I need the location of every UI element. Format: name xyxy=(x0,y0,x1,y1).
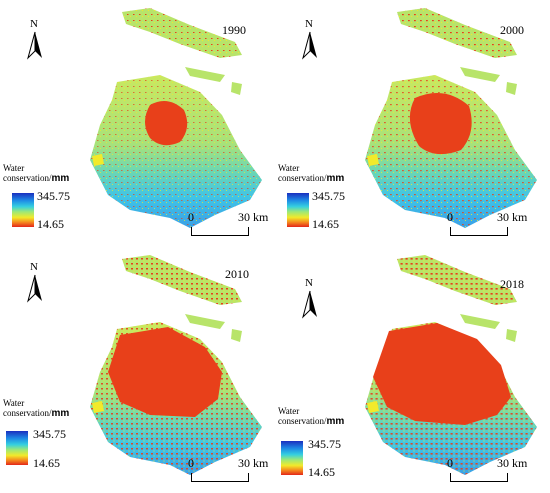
map-panel-2018: N 2018 Water conservation/mm 345.75 14.6… xyxy=(275,247,550,493)
legend-title: Water conservation/mm xyxy=(3,163,69,184)
changxing-island xyxy=(185,67,225,82)
north-arrow-icon xyxy=(302,31,317,60)
north-arrow-icon xyxy=(27,31,42,60)
scale-bar xyxy=(450,227,508,236)
legend-color-bar xyxy=(287,193,309,227)
legend-title: Water conservation/mm xyxy=(278,163,344,184)
scale-zero-label: 0 xyxy=(447,210,453,224)
shanghai-map xyxy=(365,255,537,475)
north-label: N xyxy=(305,18,313,30)
map-panel-2000: N 2000 Water conservation/mm 345.75 14.6… xyxy=(275,0,550,246)
scale-zero-label: 0 xyxy=(188,456,194,470)
legend-unit: mm xyxy=(326,416,345,427)
shanghai-map xyxy=(90,255,262,475)
map-panel-1990: N 1990 Water conservation/mm 345.75 14.6… xyxy=(0,0,275,246)
north-arrow: N xyxy=(300,18,320,60)
legend-max-value: 345.75 xyxy=(308,437,341,451)
scale-max-label: 30 km xyxy=(238,210,269,224)
scale-max-label: 30 km xyxy=(238,456,269,470)
map-panel-2010: N 2010 Water conservation/mm 345.75 14.6… xyxy=(0,247,275,493)
legend-title-line1: Water xyxy=(3,398,25,408)
year-label: 1990 xyxy=(222,23,246,37)
legend-min-value: 14.65 xyxy=(37,217,64,231)
legend-title-line1: Water xyxy=(278,163,300,173)
legend-color-bar xyxy=(6,431,28,465)
legend-title-line2: conservation/ xyxy=(3,173,52,183)
scale-bar xyxy=(191,227,249,236)
legend-title-line2: conservation/ xyxy=(278,416,327,426)
legend-title: Water conservation/mm xyxy=(278,406,344,427)
legend-min-value: 14.65 xyxy=(312,217,339,231)
north-arrow: N xyxy=(300,277,320,319)
north-arrow-icon xyxy=(302,290,317,319)
legend-max-value: 345.75 xyxy=(312,189,345,203)
legend-title-line1: Water xyxy=(278,406,300,416)
north-label: N xyxy=(30,18,38,30)
scale-zero-label: 0 xyxy=(188,210,194,224)
legend-title-line2: conservation/ xyxy=(278,173,327,183)
scale-bar xyxy=(191,473,249,482)
legend-max-value: 345.75 xyxy=(37,189,70,203)
hengsha-island xyxy=(231,82,242,95)
scale-bar xyxy=(450,473,508,482)
north-arrow-icon xyxy=(27,274,42,303)
north-arrow: N xyxy=(25,18,45,60)
legend-color-bar xyxy=(12,193,34,227)
year-label: 2010 xyxy=(225,267,249,281)
year-label: 2018 xyxy=(500,277,524,291)
legend-title-line1: Water xyxy=(3,163,25,173)
legend-unit: mm xyxy=(51,173,70,184)
legend-title-line2: conservation/ xyxy=(3,408,52,418)
north-label: N xyxy=(30,261,38,273)
north-arrow: N xyxy=(25,261,45,303)
scale-zero-label: 0 xyxy=(447,456,453,470)
legend-color-bar xyxy=(281,441,303,475)
scale-max-label: 30 km xyxy=(497,456,528,470)
legend-unit: mm xyxy=(51,408,70,419)
legend-title: Water conservation/mm xyxy=(3,398,69,419)
shanghai-map xyxy=(365,8,537,228)
shanghai-map xyxy=(90,8,262,228)
year-label: 2000 xyxy=(500,23,524,37)
north-label: N xyxy=(305,277,313,289)
urban-core xyxy=(145,101,188,146)
legend-max-value: 345.75 xyxy=(33,427,66,441)
legend-min-value: 14.65 xyxy=(33,456,60,470)
dianshan-lake xyxy=(92,154,104,166)
legend-min-value: 14.65 xyxy=(308,465,335,479)
legend-unit: mm xyxy=(326,173,345,184)
scale-max-label: 30 km xyxy=(497,210,528,224)
